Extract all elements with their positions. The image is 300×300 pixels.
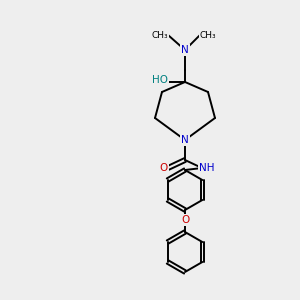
Text: CH₃: CH₃ — [200, 31, 216, 40]
Text: HO: HO — [152, 75, 168, 85]
Text: N: N — [181, 45, 189, 55]
Text: O: O — [181, 215, 189, 225]
Text: N: N — [181, 135, 189, 145]
Text: NH: NH — [199, 163, 215, 173]
Text: O: O — [160, 163, 168, 173]
Text: CH₃: CH₃ — [152, 31, 168, 40]
